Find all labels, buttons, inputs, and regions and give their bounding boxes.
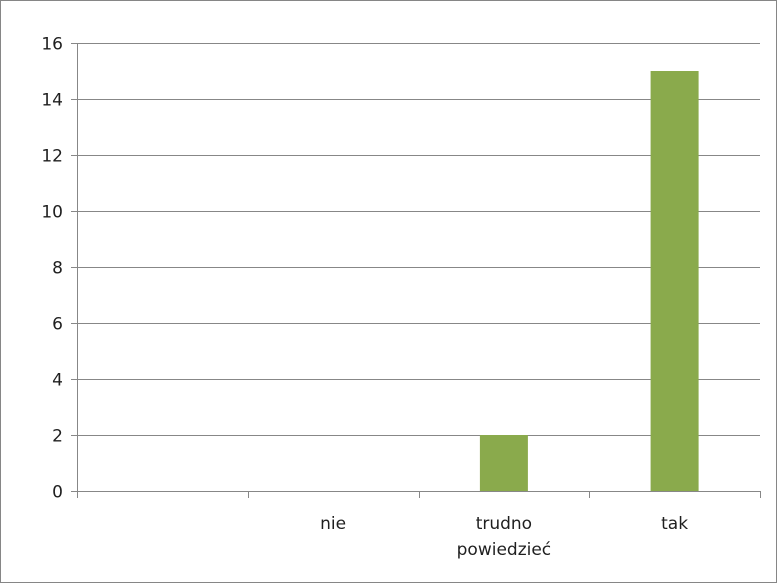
y-tick-label: 4 — [52, 371, 63, 391]
bar-trudno-powiedzieć — [479, 435, 528, 491]
bars — [479, 71, 699, 491]
gridlines — [77, 43, 760, 436]
bar-tak — [650, 71, 699, 491]
axes — [71, 43, 761, 498]
y-tick-label: 10 — [41, 203, 63, 223]
y-tick-label: 8 — [52, 259, 63, 279]
y-tick-label: 14 — [41, 91, 63, 111]
y-tick-label: 16 — [41, 35, 63, 55]
y-tick-label: 12 — [41, 147, 63, 167]
x-tick-labels: nie trudno powiedzieć tak — [320, 514, 688, 560]
y-tick-label: 0 — [52, 483, 63, 503]
y-tick-labels: 0 2 4 6 8 10 12 14 16 — [41, 35, 63, 503]
x-tick-label: powiedzieć — [457, 540, 552, 560]
y-tick-label: 6 — [52, 315, 63, 335]
x-tick-label: nie — [320, 514, 346, 534]
x-tick-label: tak — [661, 514, 688, 534]
x-tick-label: trudno — [476, 514, 532, 534]
y-tick-label: 2 — [52, 427, 63, 447]
